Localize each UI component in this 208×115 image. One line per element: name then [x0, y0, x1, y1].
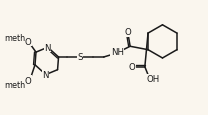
- Text: meth: meth: [4, 80, 25, 89]
- Text: OH: OH: [146, 74, 159, 83]
- Text: O: O: [25, 38, 32, 46]
- Text: NH: NH: [111, 47, 124, 56]
- Text: N: N: [43, 70, 49, 79]
- Text: O: O: [25, 76, 32, 85]
- Text: meth: meth: [4, 34, 25, 43]
- Text: S: S: [77, 53, 83, 62]
- Text: N: N: [45, 43, 51, 52]
- Text: O: O: [129, 63, 135, 72]
- Text: O: O: [125, 28, 131, 37]
